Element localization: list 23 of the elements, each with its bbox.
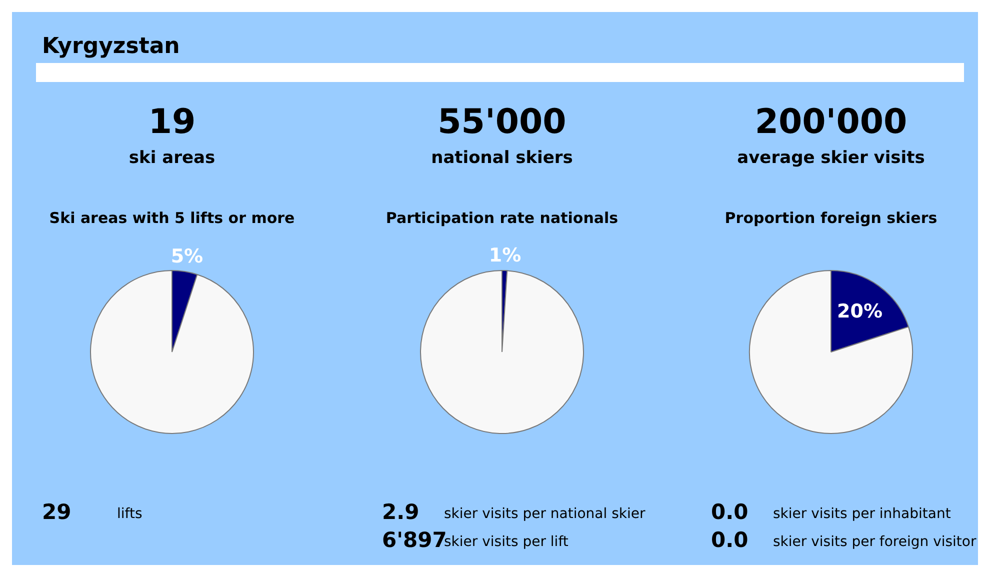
text: skier visits per foreign visitor: [773, 534, 976, 550]
text: 55'000: [438, 102, 566, 142]
text: skier visits per lift: [444, 534, 568, 550]
text: 0.0: [711, 500, 748, 524]
data-label: 1%: [488, 244, 522, 266]
text: 29: [42, 500, 72, 524]
text: national skiers: [431, 148, 573, 168]
chart-title: Proportion foreign skiers: [724, 209, 938, 227]
text: 19: [148, 102, 196, 142]
chart-title: Ski areas with 5 lifts or more: [49, 209, 295, 227]
text: skier visits per national skier: [444, 506, 646, 522]
text: lifts: [117, 506, 142, 522]
text: 0.0: [711, 528, 748, 552]
text: 2.9: [382, 500, 420, 524]
text: skier visits per inhabitant: [773, 506, 951, 522]
text: Kyrgyzstan: [42, 34, 180, 59]
text: 6'897: [382, 528, 447, 552]
text: average skier visits: [737, 148, 925, 168]
data-label: 5%: [170, 246, 204, 268]
text: ski areas: [128, 148, 216, 168]
data-label: 20%: [837, 300, 882, 322]
chart-title: Participation rate nationals: [386, 209, 618, 227]
text: 200'000: [754, 102, 908, 142]
